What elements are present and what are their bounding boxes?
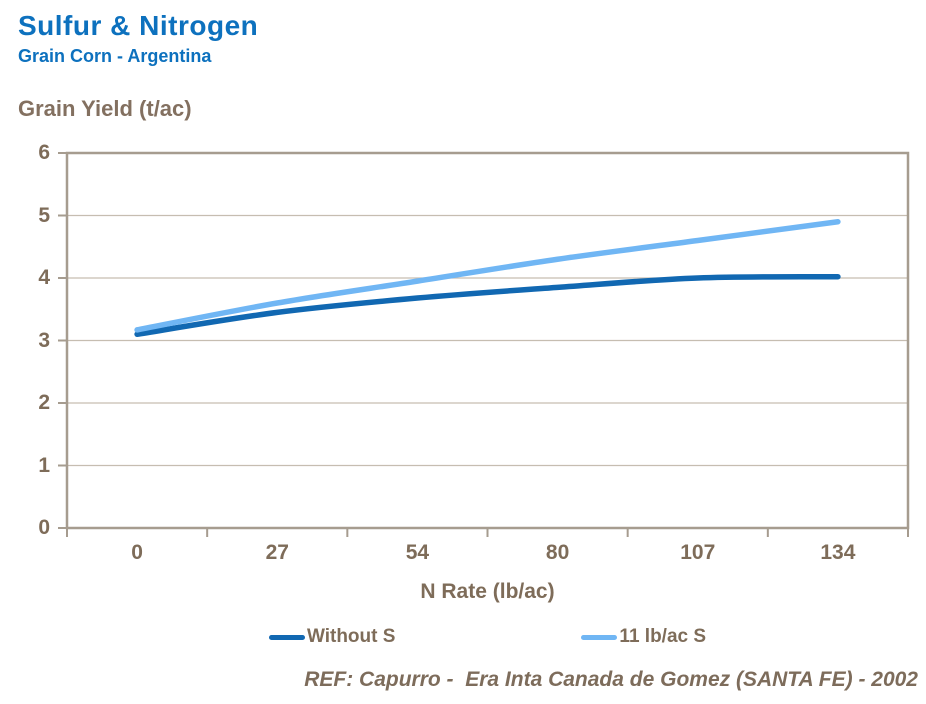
x-tick-label-54: 54: [405, 541, 430, 564]
y-tick-label-1: 1: [38, 453, 50, 477]
y-tick-label-2: 2: [38, 391, 50, 414]
legend-label-without-s: Without S: [306, 626, 396, 647]
y-tick-label-0: 0: [38, 516, 50, 539]
y-tick-label-5: 5: [38, 203, 50, 227]
x-tick-label-134: 134: [820, 541, 856, 564]
series-line-11-lb-ac-s: [134, 219, 841, 333]
legend-item-with-s: 11 lb/ac S: [581, 626, 706, 648]
y-tick-label-4: 4: [38, 266, 50, 289]
legend-line-swatch-with-s: [581, 634, 618, 640]
legend-item-without-s: Without S: [268, 626, 396, 648]
y-axis-title: Grain Yield (t/ac): [18, 96, 192, 121]
y-tick-label-6: 6: [38, 141, 50, 164]
x-tick-label-27: 27: [265, 541, 289, 564]
x-axis-title: N Rate (lb/ac): [420, 580, 555, 603]
legend-label-with-s: 11 lb/ac S: [619, 626, 707, 647]
x-tick-label-107: 107: [680, 541, 716, 564]
legend-line-swatch-without-s: [268, 634, 305, 640]
series-line-without-s: [134, 274, 841, 337]
chart-legend: Without S 11 lb/ac S: [67, 626, 908, 648]
page-subtitle: Grain Corn - Argentina: [18, 46, 212, 66]
x-tick-label-0: 0: [131, 541, 143, 564]
page-title: Sulfur & Nitrogen: [18, 10, 259, 41]
y-tick-label-3: 3: [38, 328, 50, 352]
reference-text: REF: Capurro - Era Inta Canada de Gomez …: [304, 668, 918, 691]
x-tick-label-80: 80: [545, 541, 570, 564]
